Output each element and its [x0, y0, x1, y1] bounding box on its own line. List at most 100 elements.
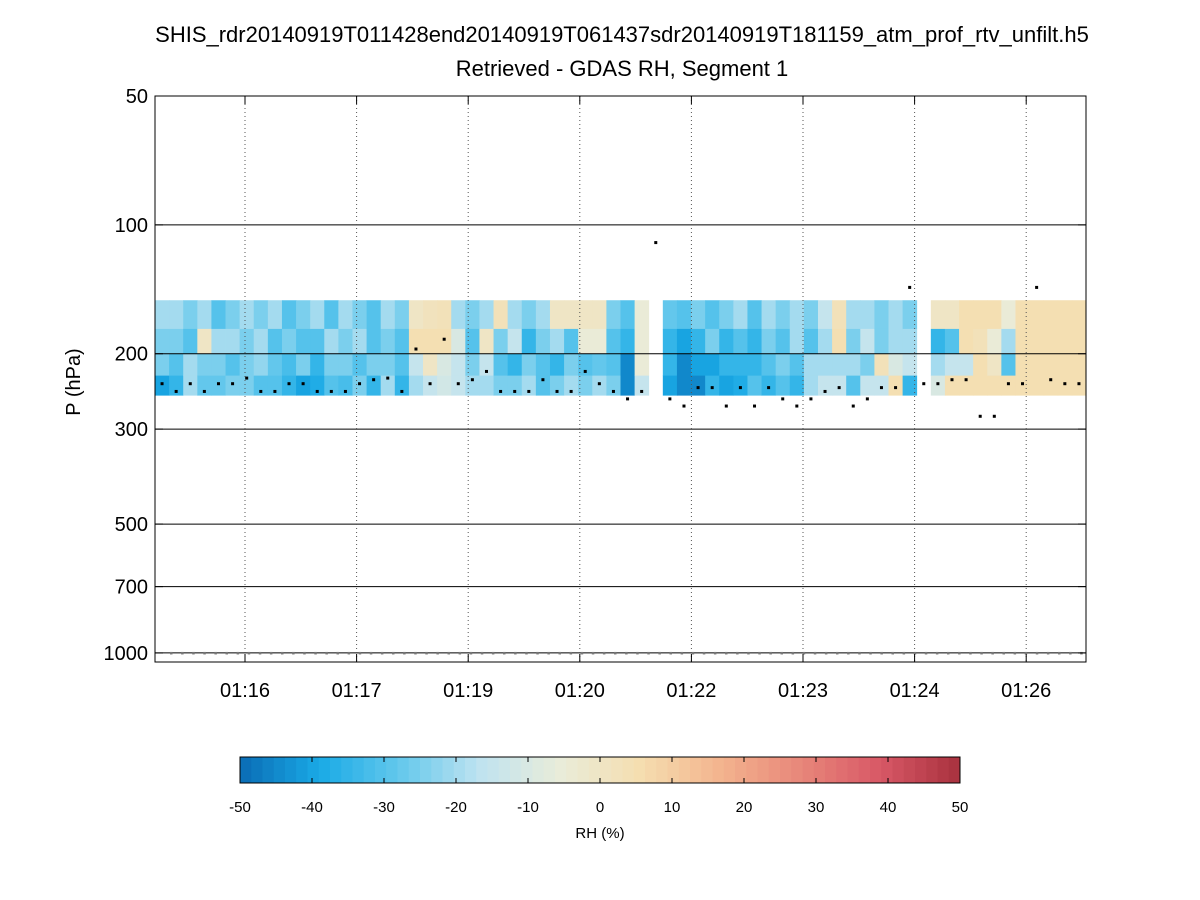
surface-marker [380, 651, 384, 655]
heatmap-cell [775, 300, 791, 330]
colorbar-segment [307, 757, 320, 783]
cloud-top-marker [343, 389, 347, 393]
heatmap-cell [1057, 353, 1073, 377]
surface-marker [480, 651, 484, 655]
heatmap-cell [267, 375, 283, 396]
heatmap-cell [267, 300, 283, 330]
plot-frame [154, 95, 1087, 663]
surface-marker [924, 651, 928, 655]
colorbar-segment [251, 757, 263, 783]
heatmap-cell [394, 328, 410, 355]
x-tick-label: 01:19 [443, 680, 493, 702]
surface-marker [214, 651, 217, 655]
heatmap-cell [507, 353, 523, 377]
heatmap-cell [380, 328, 396, 355]
heatmap-cell [549, 353, 565, 377]
surface-marker [947, 651, 950, 655]
heatmap-cell [944, 328, 960, 355]
heatmap-cell [451, 300, 466, 330]
y-tick-label: 500 [115, 514, 148, 536]
cloud-top-marker [188, 382, 192, 386]
heatmap-cell [352, 375, 367, 396]
cloud-top-marker [710, 386, 714, 390]
heatmap-cell [521, 375, 537, 396]
surface-marker [614, 651, 617, 655]
surface-marker [636, 651, 639, 655]
heatmap-cell [705, 353, 720, 377]
heatmap-cell [634, 375, 650, 396]
heatmap-cell [507, 300, 523, 330]
heatmap-cell [451, 375, 466, 396]
surface-marker [847, 651, 850, 655]
cloud-top-marker [894, 386, 898, 390]
heatmap-cell [338, 328, 353, 355]
surface-marker [1002, 651, 1005, 655]
surface-marker [780, 651, 783, 655]
heatmap-cell [902, 375, 918, 396]
heatmap-cell [324, 375, 339, 396]
colorbar-tick-label: -10 [517, 799, 539, 816]
surface-marker [414, 651, 417, 655]
y-tick-label: 300 [115, 419, 148, 441]
colorbar-segment [836, 757, 848, 783]
heatmap-cell [479, 353, 494, 377]
heatmap-cell [959, 375, 974, 396]
heatmap-cell [535, 375, 551, 396]
cloud-top-marker [795, 404, 799, 408]
heatmap-cell [874, 375, 889, 396]
heatmap-cell [423, 328, 438, 355]
x-tick-label: 01:20 [555, 680, 605, 702]
cloud-top-marker [329, 389, 333, 393]
heatmap-cell [183, 375, 198, 396]
heatmap-cell [691, 328, 706, 355]
surface-marker [980, 651, 983, 655]
heatmap-cell [888, 353, 904, 377]
heatmap-cell [169, 353, 184, 377]
colorbar-segment [341, 757, 353, 783]
heatmap-cell [888, 375, 904, 396]
surface-marker [569, 651, 573, 655]
colorbar-tick-label: 50 [952, 799, 969, 816]
heatmap-cell [479, 328, 494, 355]
x-tick-label: 01:23 [778, 680, 828, 702]
surface-marker [170, 651, 173, 655]
colorbar-tick-label: 0 [596, 799, 604, 816]
heatmap-cell [860, 300, 875, 330]
heatmap-cell [253, 300, 269, 330]
heatmap-cell [691, 375, 706, 396]
cloud-top-marker [414, 347, 418, 351]
heatmap-cell [789, 353, 805, 377]
cloud-top-marker [287, 382, 291, 386]
heatmap-cell [705, 300, 720, 330]
heatmap-cell [930, 300, 946, 330]
x-tick-label: 01:16 [220, 680, 270, 702]
heatmap-cell [775, 353, 791, 377]
cloud-top-marker [400, 389, 404, 393]
heatmap-cell [817, 375, 833, 396]
heatmap-cell [183, 328, 198, 355]
surface-marker [392, 651, 395, 655]
heatmap-cell [676, 353, 692, 377]
colorbar-segment [611, 757, 623, 783]
surface-marker [458, 651, 462, 655]
colorbar-segment [600, 757, 612, 783]
cloud-top-marker [696, 386, 700, 390]
heatmap-cell [592, 375, 607, 396]
colorbar-segment [915, 757, 927, 783]
heatmap-cell [578, 328, 593, 355]
surface-marker [192, 651, 195, 655]
colorbar-segment [903, 757, 916, 783]
cloud-top-marker [245, 376, 249, 380]
cloud-top-marker [541, 378, 545, 382]
surface-marker [536, 651, 539, 655]
heatmap-cell [564, 328, 579, 355]
heatmap-cell [1071, 353, 1087, 377]
cloud-top-marker [992, 414, 996, 418]
surface-marker [1024, 651, 1028, 655]
colorbar-segment [521, 757, 533, 783]
heatmap-cell [521, 353, 537, 377]
heatmap-cell [380, 353, 396, 377]
heatmap-cell [592, 353, 607, 377]
heatmap-cell [239, 375, 255, 396]
heatmap-cell [352, 353, 367, 377]
